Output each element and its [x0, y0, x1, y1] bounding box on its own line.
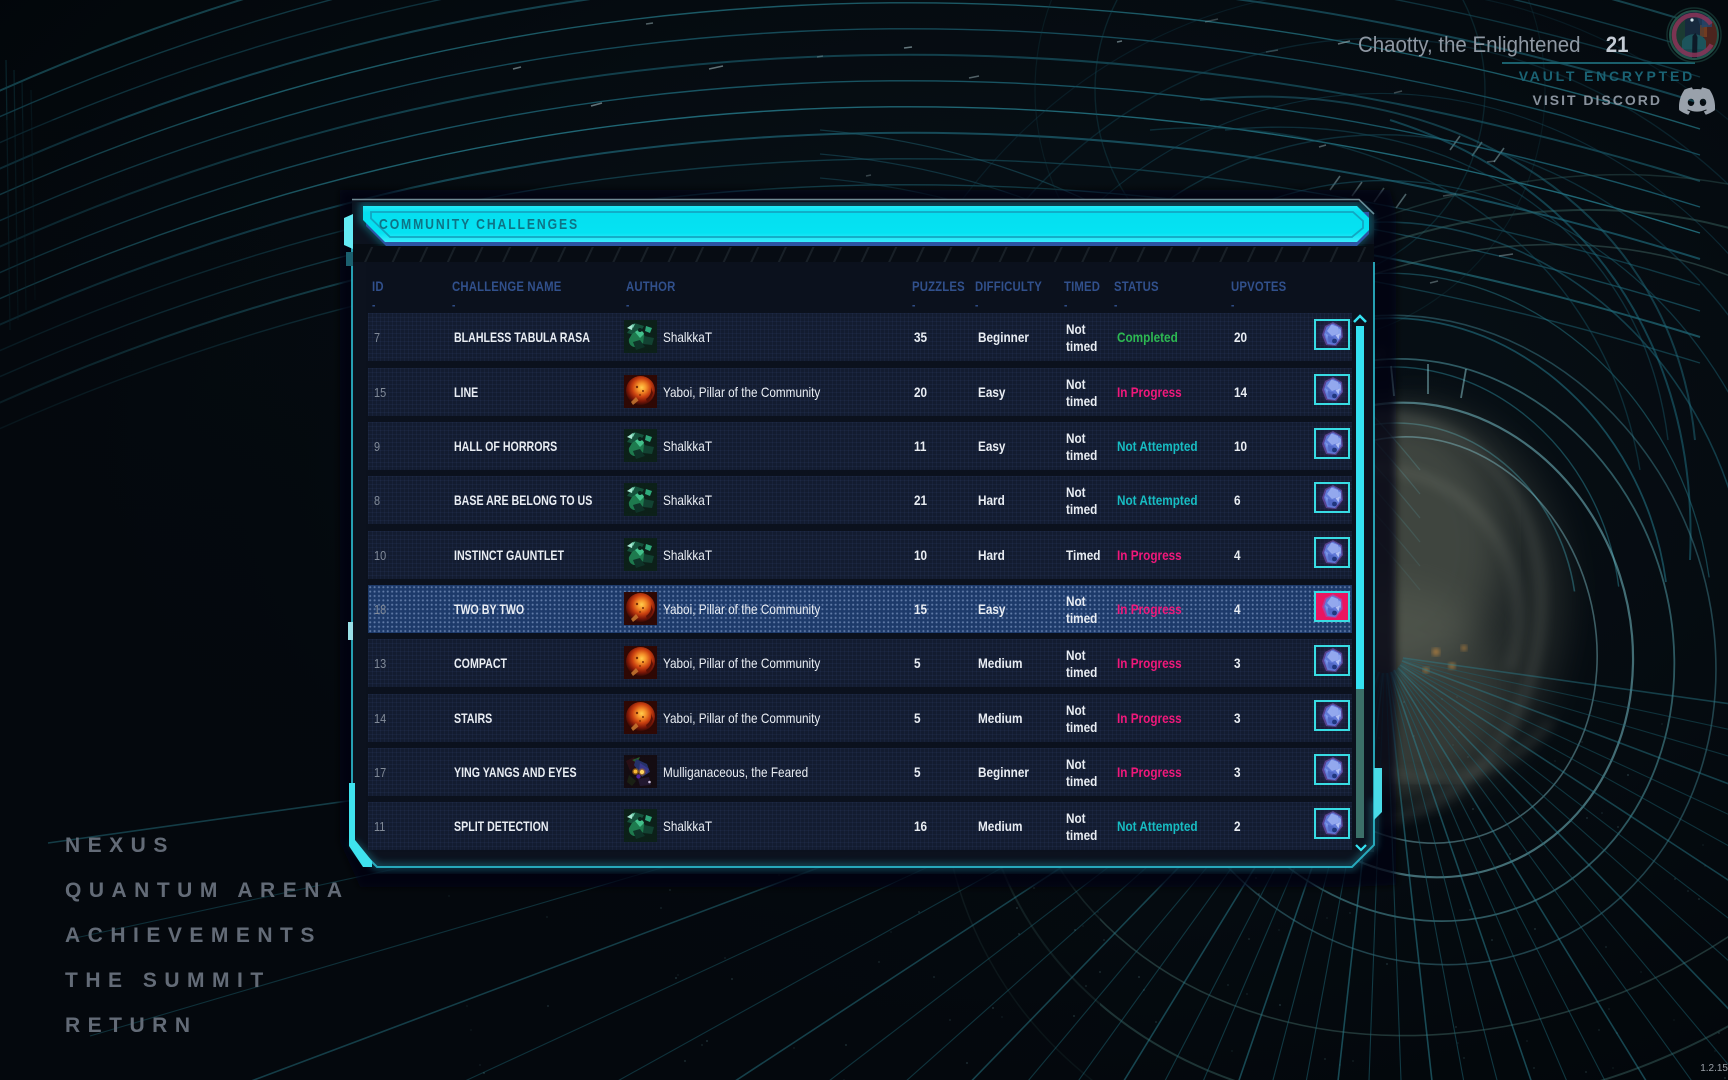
- svg-text:COMMUNITY CHALLENGES: COMMUNITY CHALLENGES: [379, 216, 579, 233]
